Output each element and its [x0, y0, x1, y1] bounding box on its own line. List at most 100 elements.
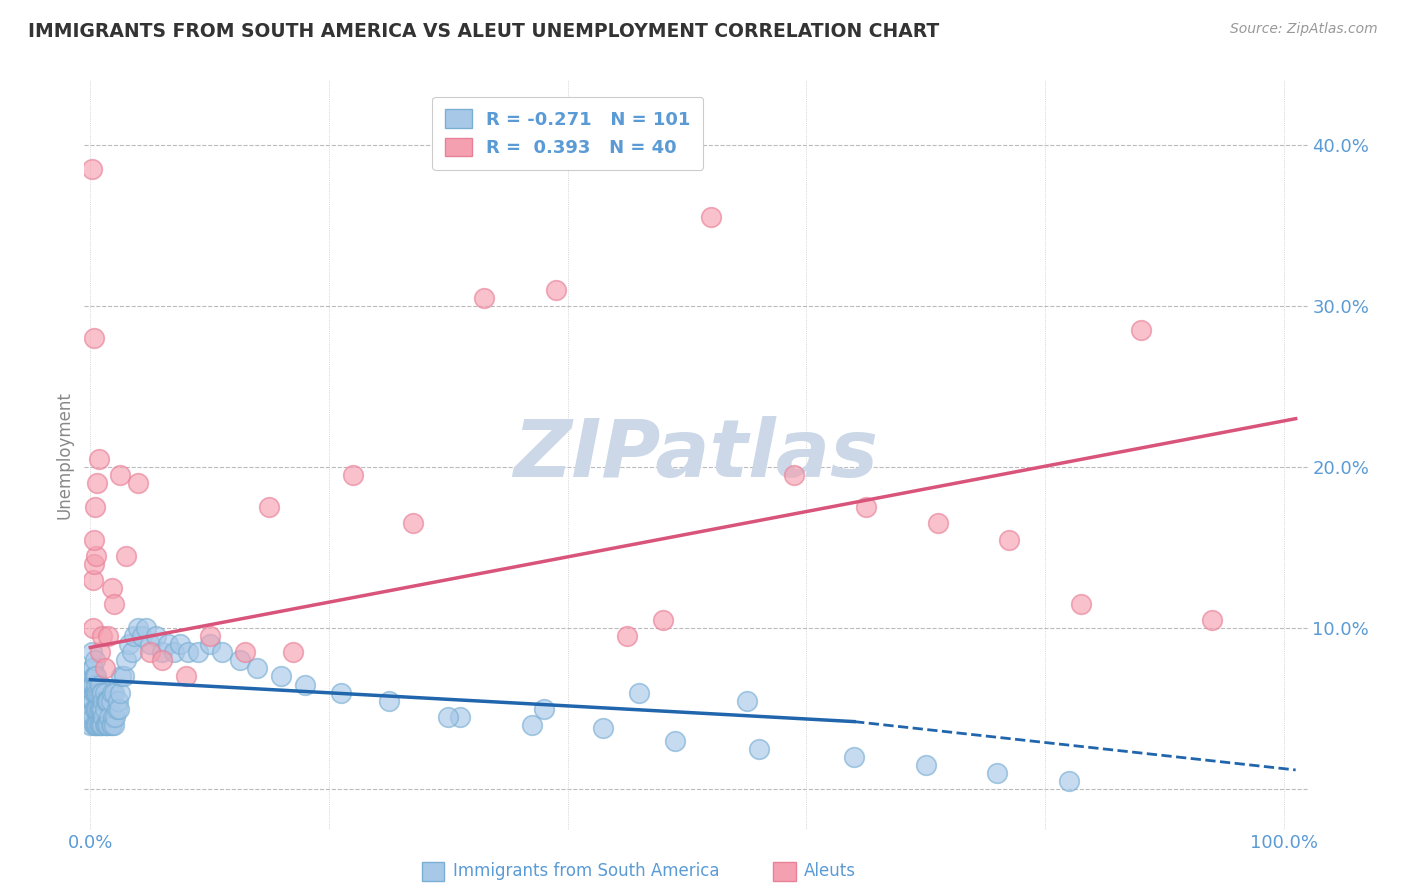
Point	[79, 677, 101, 691]
Point	[520, 718, 543, 732]
Text: Immigrants from South America: Immigrants from South America	[453, 863, 720, 880]
Point	[82, 710, 104, 724]
Point	[117, 637, 139, 651]
Point	[135, 621, 157, 635]
Point	[104, 710, 127, 724]
Point	[283, 645, 305, 659]
Point	[211, 645, 233, 659]
Point	[127, 621, 149, 635]
Point	[115, 653, 138, 667]
Point	[748, 742, 770, 756]
Point	[87, 685, 110, 699]
Point	[86, 476, 108, 491]
Y-axis label: Unemployment: Unemployment	[55, 391, 73, 519]
Point	[121, 645, 143, 659]
Point	[97, 718, 120, 732]
Point	[89, 702, 111, 716]
Point	[83, 669, 105, 683]
Point	[150, 653, 173, 667]
Point	[82, 693, 104, 707]
Point	[87, 452, 110, 467]
Text: Aleuts: Aleuts	[804, 863, 856, 880]
Point	[855, 500, 877, 515]
Point	[652, 613, 675, 627]
Point	[592, 721, 614, 735]
Point	[83, 685, 105, 699]
Point	[101, 710, 124, 724]
Point	[437, 710, 460, 724]
Point	[86, 718, 108, 732]
Point	[84, 669, 107, 683]
Point	[198, 629, 221, 643]
Point	[83, 557, 105, 571]
Point	[84, 677, 107, 691]
Point	[89, 645, 111, 659]
Text: IMMIGRANTS FROM SOUTH AMERICA VS ALEUT UNEMPLOYMENT CORRELATION CHART: IMMIGRANTS FROM SOUTH AMERICA VS ALEUT U…	[28, 22, 939, 41]
Point	[84, 669, 107, 683]
Point	[139, 637, 162, 651]
Point	[91, 718, 114, 732]
Text: ZIPatlas: ZIPatlas	[513, 416, 879, 494]
Point	[544, 283, 567, 297]
Point	[101, 718, 124, 732]
Point	[84, 718, 107, 732]
Point	[91, 685, 114, 699]
Point	[1070, 597, 1092, 611]
Point	[163, 645, 186, 659]
Point	[89, 677, 111, 691]
Point	[86, 685, 108, 699]
Legend: R = -0.271   N = 101, R =  0.393   N = 40: R = -0.271 N = 101, R = 0.393 N = 40	[432, 97, 703, 169]
Point	[101, 581, 124, 595]
Point	[93, 661, 115, 675]
Point	[80, 661, 103, 675]
Point	[112, 669, 135, 683]
Point	[86, 702, 108, 716]
Point	[329, 685, 352, 699]
Point	[80, 161, 103, 176]
Point	[105, 702, 128, 716]
Point	[87, 702, 110, 716]
Point	[150, 645, 173, 659]
Point	[377, 693, 399, 707]
Point	[198, 637, 221, 651]
Point	[91, 629, 114, 643]
Point	[115, 549, 138, 563]
Point	[83, 702, 105, 716]
Point	[401, 516, 423, 531]
Point	[187, 645, 209, 659]
Point	[96, 718, 118, 732]
Point	[83, 718, 105, 732]
Point	[84, 718, 107, 732]
Point	[107, 693, 129, 707]
Point	[246, 661, 269, 675]
Point	[1201, 613, 1223, 627]
Point	[533, 702, 555, 716]
Point	[84, 549, 107, 563]
Point	[100, 718, 122, 732]
Point	[93, 685, 115, 699]
Point	[235, 645, 257, 659]
Point	[90, 685, 112, 699]
Point	[90, 718, 112, 732]
Point	[82, 621, 104, 635]
Point	[93, 718, 115, 732]
Point	[97, 693, 120, 707]
Point	[83, 331, 105, 345]
Text: Source: ZipAtlas.com: Source: ZipAtlas.com	[1230, 22, 1378, 37]
Point	[91, 702, 114, 716]
Point	[449, 710, 471, 724]
Point	[84, 685, 107, 699]
Point	[628, 685, 651, 699]
Point	[145, 629, 167, 643]
Point	[169, 637, 191, 651]
Point	[110, 669, 132, 683]
Point	[1129, 323, 1152, 337]
Point	[103, 597, 125, 611]
Point	[472, 291, 495, 305]
Point	[124, 629, 146, 643]
Point	[1057, 774, 1080, 789]
Point	[735, 693, 758, 707]
Point	[700, 211, 723, 225]
Point	[79, 718, 101, 732]
Point	[93, 710, 115, 724]
